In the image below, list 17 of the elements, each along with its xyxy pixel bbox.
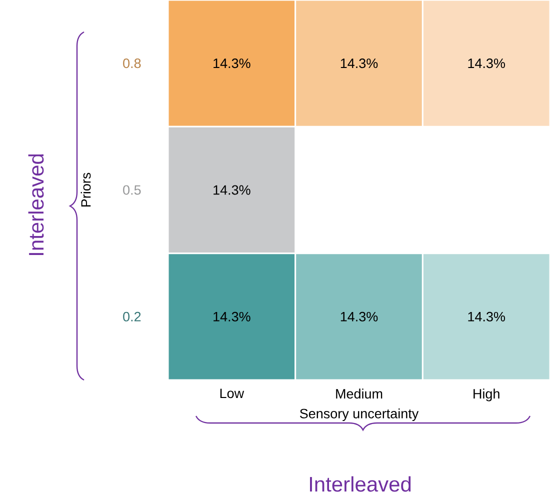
- y-tick-label: 0.5: [123, 185, 141, 195]
- x-axis-title: Sensory uncertainty: [300, 408, 419, 422]
- text: Interleaved: [310, 476, 411, 492]
- data-label: 14.3%: [214, 185, 250, 195]
- x-tick-label: Low: [220, 388, 244, 398]
- x-tick-label: Medium: [336, 388, 382, 399]
- y-axis-title: Priors: [80, 172, 91, 207]
- text: Interleaved: [28, 154, 44, 255]
- data-label: 14.3%: [340, 312, 378, 322]
- data-label: 14.3%: [214, 312, 250, 322]
- data-label: 14.3%: [214, 58, 250, 68]
- data-label: 14.3%: [340, 58, 378, 68]
- data-label: 14.3%: [468, 312, 505, 322]
- x-tick-label: High: [474, 388, 500, 402]
- y-tick-label: 0.2: [123, 312, 141, 322]
- data-label: 14.3%: [468, 58, 505, 68]
- y-tick-label: 0.8: [123, 58, 141, 68]
